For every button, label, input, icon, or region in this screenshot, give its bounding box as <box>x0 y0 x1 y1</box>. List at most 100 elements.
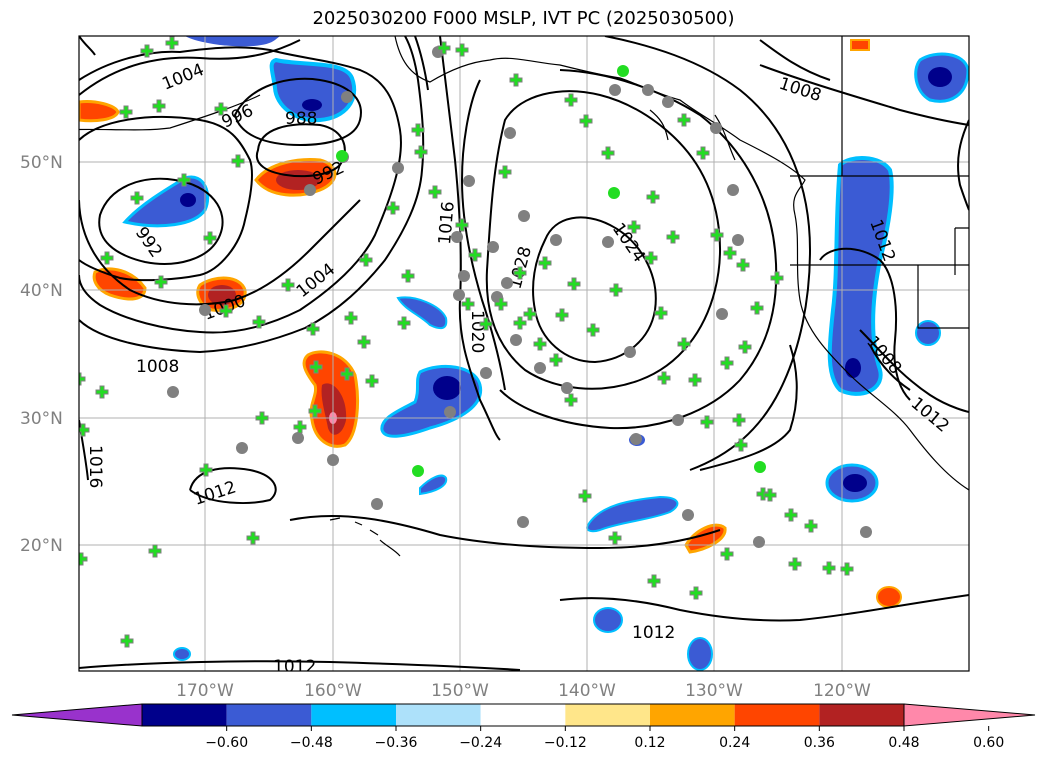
station-plus-marker <box>710 228 724 242</box>
ivt-negative-region <box>419 474 448 496</box>
lon-label-120w: 120°W <box>813 681 871 701</box>
station-plus-marker <box>340 367 354 381</box>
station-plus-marker <box>549 353 563 367</box>
station-circle-marker <box>624 346 636 358</box>
ivt-positive-region <box>850 39 870 51</box>
station-plus-marker <box>461 297 475 311</box>
isobar-label: 1016 <box>85 445 105 488</box>
station-plus-marker <box>736 258 750 272</box>
station-circle-marker <box>453 289 465 301</box>
graticule <box>79 36 969 671</box>
lat-label-40n: 40°N <box>20 281 63 301</box>
colorbar-tick-label: −0.48 <box>290 735 333 751</box>
station-plus-marker <box>401 269 415 283</box>
station-plus-marker <box>720 356 734 370</box>
station-circle-marker <box>602 236 614 248</box>
station-circle-marker <box>662 96 674 108</box>
ivt-negative-region <box>915 320 941 346</box>
station-plus-marker <box>608 531 622 545</box>
station-plus-marker <box>763 488 777 502</box>
plot-background <box>79 36 969 671</box>
ivt-negative-core <box>302 99 322 111</box>
station-plus-marker <box>309 360 323 374</box>
station-circle-marker <box>167 386 179 398</box>
station-plus-marker <box>203 231 217 245</box>
station-plus-marker <box>601 146 615 160</box>
colorbar-tick-label: 0.60 <box>973 735 1004 751</box>
colorbar-tick-label: −0.36 <box>375 735 418 751</box>
station-plus-marker <box>140 44 154 58</box>
isobar-label: 1008 <box>136 357 179 377</box>
station-plus-marker <box>579 114 593 128</box>
station-plus-marker <box>365 374 379 388</box>
station-circle-marker <box>630 433 642 445</box>
station-plus-marker <box>255 411 269 425</box>
station-circle-marker <box>236 442 248 454</box>
station-plus-marker <box>822 561 836 575</box>
lat-label-30n: 30°N <box>20 409 63 429</box>
station-plus-marker <box>770 271 784 285</box>
station-circle-marker <box>463 175 475 187</box>
lon-label-140w: 140°W <box>558 681 616 701</box>
station-plus-marker <box>148 544 162 558</box>
station-plus-marker <box>627 220 641 234</box>
station-circle-marker <box>609 84 621 96</box>
colorbar-tick-label: 0.48 <box>888 735 919 751</box>
isobar-label: 988 <box>285 109 317 129</box>
colorbar-extend-low <box>11 703 143 727</box>
ivt-negative-core <box>180 193 196 207</box>
ivt-negative-region <box>396 296 448 330</box>
station-plus-marker <box>513 316 527 330</box>
station-plus-marker <box>95 385 109 399</box>
colorbar-segment <box>480 704 566 726</box>
station-plus-marker <box>437 41 451 55</box>
station-circle-marker <box>487 241 499 253</box>
ivt-positive-region <box>79 100 120 123</box>
station-plus-marker <box>154 275 168 289</box>
station-circle-marker <box>550 234 562 246</box>
station-plus-marker <box>738 340 752 354</box>
station-plus-marker <box>468 248 482 262</box>
station-circle-marker <box>504 127 516 139</box>
station-plus-marker <box>804 519 818 533</box>
station-plus-marker <box>513 266 527 280</box>
ivt-negative-region <box>687 637 713 671</box>
station-circle-marker <box>304 184 316 196</box>
station-plus-marker <box>564 93 578 107</box>
station-circle-marker <box>727 184 739 196</box>
station-green-marker <box>608 187 620 199</box>
station-plus-marker <box>509 73 523 87</box>
station-plus-marker <box>455 43 469 57</box>
station-plus-marker <box>578 489 592 503</box>
ivt-negative-core <box>433 376 461 400</box>
colorbar-segment <box>565 704 650 726</box>
ivt-negative-core <box>928 67 952 87</box>
lat-label-20n: 20°N <box>20 536 63 556</box>
station-circle-marker <box>682 509 694 521</box>
colorbar-tick-label: −0.24 <box>459 735 502 751</box>
colorbar-segment <box>226 704 312 726</box>
station-plus-marker <box>494 297 508 311</box>
station-circle-marker <box>860 526 872 538</box>
station-plus-marker <box>79 552 88 566</box>
station-plus-marker <box>732 413 746 427</box>
station-plus-marker <box>523 307 537 321</box>
station-plus-marker <box>219 304 233 318</box>
station-plus-marker <box>609 283 623 297</box>
ivt-positive-region <box>321 383 347 435</box>
station-plus-marker <box>677 113 691 127</box>
station-plus-marker <box>654 306 668 320</box>
station-plus-marker <box>564 393 578 407</box>
station-circle-marker <box>451 231 463 243</box>
station-plus-marker <box>293 420 307 434</box>
ivt-negative-region <box>827 156 894 396</box>
station-circle-marker <box>510 334 522 346</box>
station-circle-marker <box>716 308 728 320</box>
station-circle-marker <box>341 91 353 103</box>
station-circle-marker <box>480 367 492 379</box>
station-plus-marker <box>386 201 400 215</box>
station-plus-marker <box>306 322 320 336</box>
colorbar-tick-label: 0.12 <box>634 735 665 751</box>
station-plus-marker <box>538 256 552 270</box>
